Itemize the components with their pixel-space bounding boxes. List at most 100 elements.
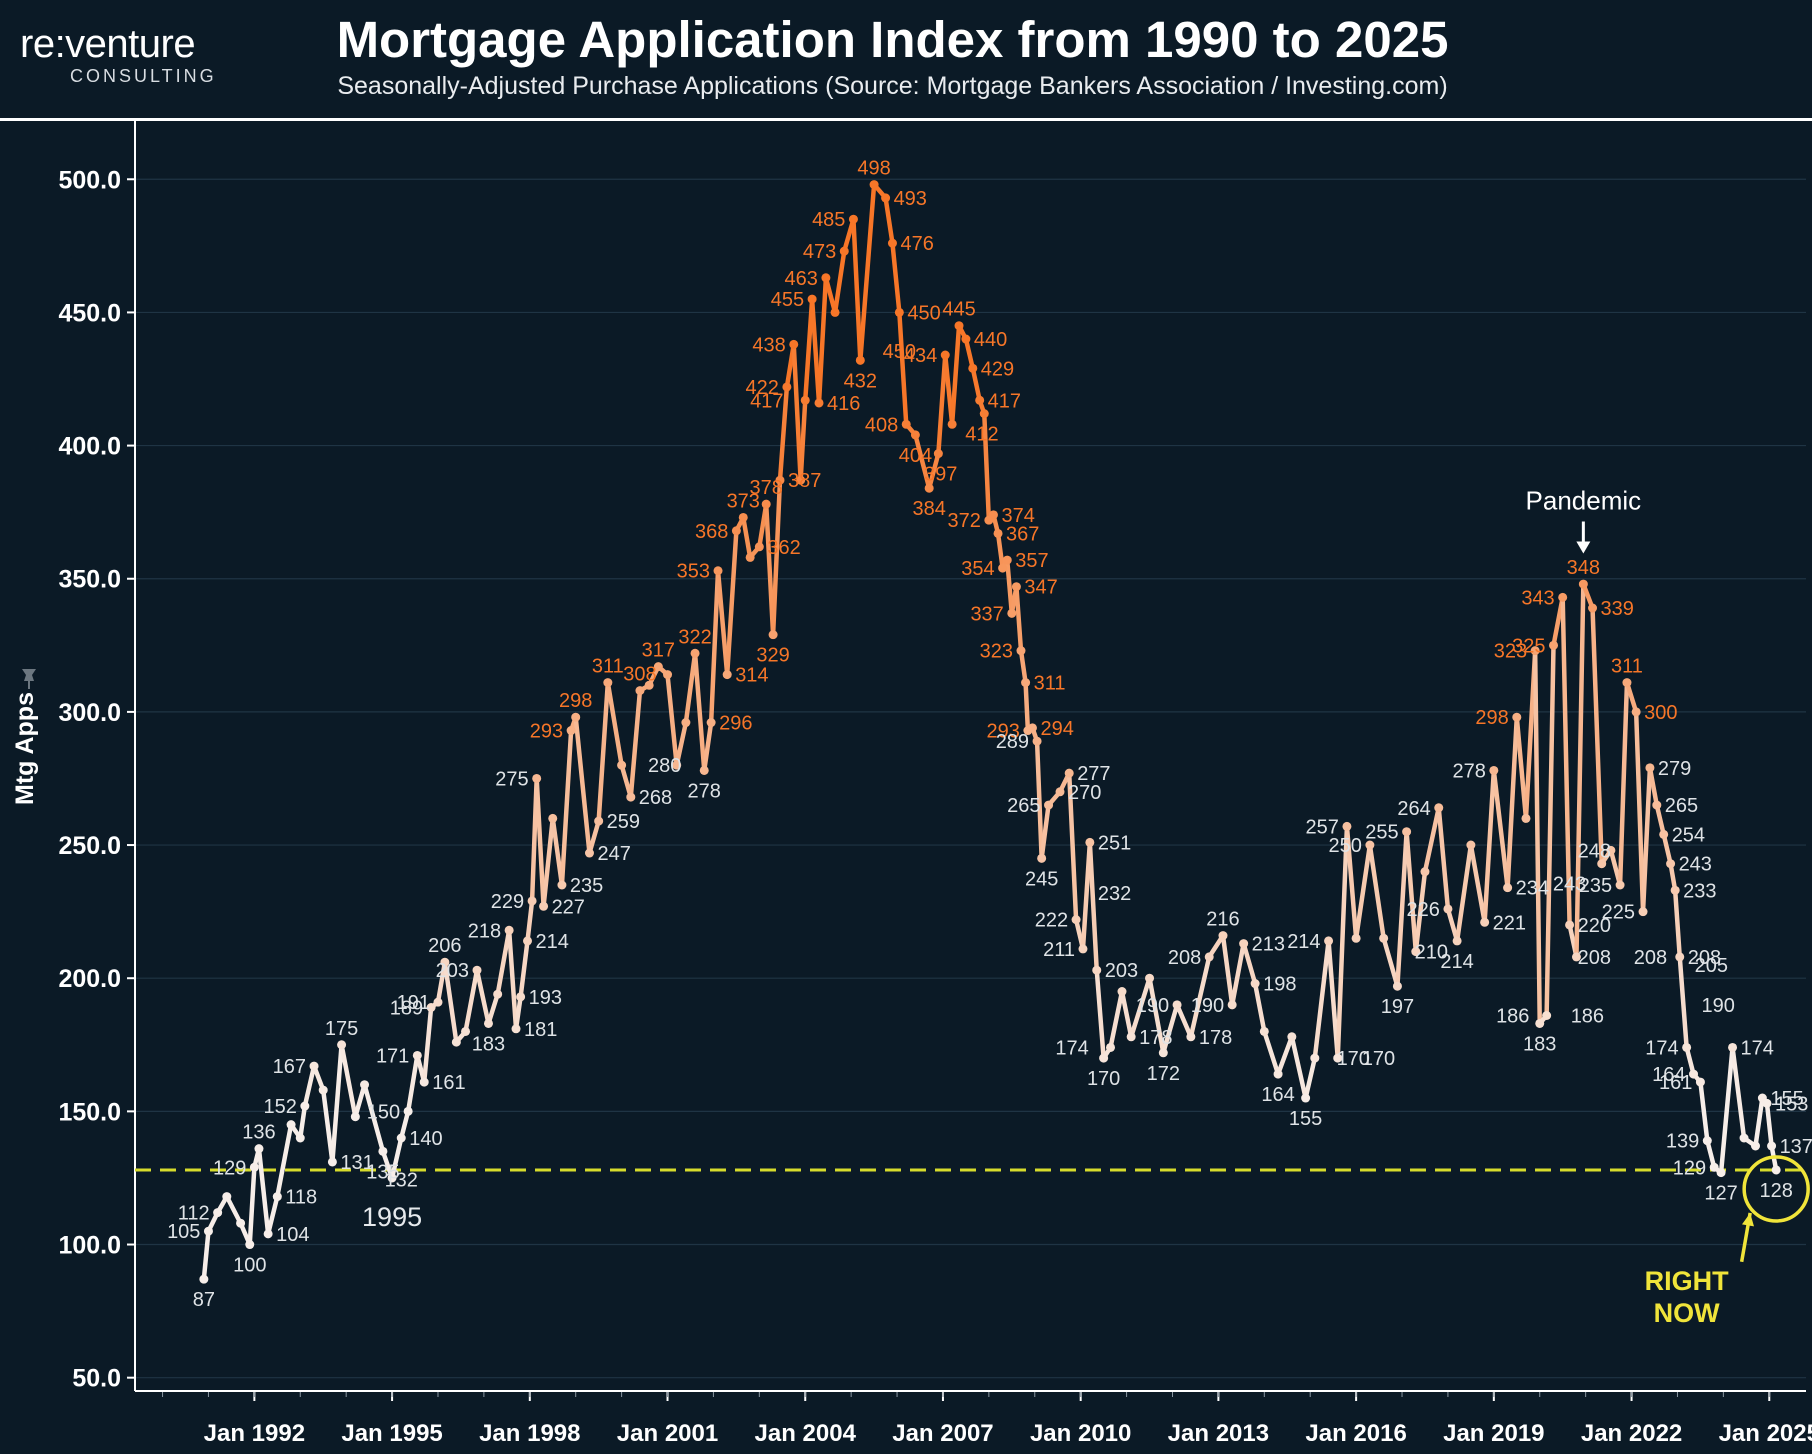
data-label: 485	[812, 209, 845, 231]
data-point	[1530, 646, 1540, 656]
data-label: 298	[559, 690, 592, 712]
data-label: 289	[996, 731, 1029, 753]
series-segment	[525, 898, 535, 944]
data-label: 164	[1652, 1064, 1685, 1086]
series-segment	[1491, 768, 1510, 890]
data-point	[1606, 845, 1616, 855]
data-point	[584, 848, 594, 858]
series-segment	[605, 680, 624, 768]
data-point	[286, 1120, 296, 1130]
series-segment	[823, 275, 838, 315]
data-point	[203, 1226, 213, 1236]
data-label: 429	[981, 358, 1014, 380]
data-label: 171	[376, 1045, 409, 1067]
data-label: 210	[1415, 942, 1448, 964]
data-label: 136	[242, 1122, 275, 1144]
series-segment	[1753, 1095, 1765, 1149]
data-point	[1310, 1053, 1320, 1063]
data-label: 128	[1759, 1180, 1792, 1202]
y-tick-label: 50.0	[72, 1365, 121, 1393]
data-label: 227	[552, 896, 585, 918]
data-point	[213, 1208, 223, 1218]
data-label: 300	[1644, 702, 1677, 724]
data-label: 208	[1688, 947, 1721, 969]
right-now-arrowhead-icon	[1741, 1212, 1754, 1227]
data-point	[1480, 917, 1490, 927]
data-label: 323	[1494, 641, 1527, 663]
data-label: 178	[1199, 1027, 1232, 1049]
data-label: 416	[827, 393, 860, 415]
data-point	[1021, 678, 1031, 688]
data-point	[1535, 1018, 1545, 1028]
data-point	[461, 1026, 471, 1036]
data-point	[1259, 1026, 1269, 1036]
data-point	[1002, 555, 1012, 565]
data-point	[360, 1080, 370, 1090]
series-segment	[1532, 648, 1542, 1026]
series-segment	[1303, 1055, 1318, 1101]
data-point	[1666, 859, 1676, 869]
data-point	[975, 395, 985, 405]
data-point	[263, 1229, 273, 1239]
x-tick-label: Jan 2025	[1719, 1420, 1812, 1447]
data-label: 348	[1567, 557, 1600, 579]
data-label: 189	[390, 998, 423, 1020]
series-segment	[1445, 906, 1460, 944]
data-label: 190	[1191, 995, 1224, 1017]
data-point	[869, 180, 879, 190]
series-segment	[692, 651, 707, 773]
data-label: 161	[432, 1072, 465, 1094]
data-point	[954, 321, 964, 331]
data-label: 140	[409, 1128, 442, 1150]
series-segment	[596, 680, 611, 824]
data-point	[295, 1133, 305, 1143]
series-segment	[1018, 648, 1028, 685]
data-point	[440, 957, 450, 967]
series-segment	[1718, 1045, 1735, 1175]
data-label: 234	[1516, 878, 1549, 900]
series-segment	[1590, 605, 1604, 866]
series-segment	[201, 1228, 211, 1282]
data-point	[1597, 859, 1607, 869]
data-label: 197	[1381, 996, 1414, 1018]
data-label: 412	[965, 424, 998, 446]
data-label: 317	[642, 640, 675, 662]
data-point	[672, 760, 682, 770]
data-label: 450	[883, 341, 916, 363]
series-segment	[1684, 1045, 1696, 1077]
x-tick-label: Jan 2001	[617, 1420, 718, 1447]
data-label: 183	[472, 1033, 505, 1055]
data-point	[1078, 944, 1088, 954]
data-point	[968, 363, 978, 373]
data-point	[603, 678, 613, 688]
annotation-1995: 1995	[362, 1202, 422, 1232]
series-segment	[1468, 842, 1487, 925]
data-label: 445	[942, 299, 975, 321]
data-point	[236, 1218, 246, 1228]
data-label: 357	[1015, 550, 1048, 572]
series-segment	[936, 352, 948, 456]
series-segment	[1188, 954, 1212, 1040]
series-segment	[1617, 680, 1630, 888]
data-point	[594, 816, 604, 826]
data-point	[1186, 1032, 1196, 1042]
data-label: 214	[536, 931, 569, 953]
data-point	[761, 499, 771, 509]
data-point	[1117, 987, 1127, 997]
data-point	[924, 483, 934, 493]
data-label: 378	[750, 477, 783, 499]
data-label: 105	[167, 1221, 200, 1243]
series-segment	[1436, 805, 1451, 912]
series-segment	[1094, 967, 1106, 1061]
series-segment	[1381, 936, 1400, 989]
data-point	[979, 409, 989, 419]
data-label: 221	[1493, 912, 1526, 934]
series-segment	[1764, 1101, 1774, 1149]
data-point	[1751, 1141, 1761, 1151]
series-segment	[421, 1005, 434, 1085]
data-point	[396, 1133, 406, 1143]
data-label: 339	[1601, 598, 1634, 620]
series-segment	[1087, 840, 1099, 973]
data-point	[1521, 813, 1531, 823]
series-segment	[1672, 888, 1683, 960]
